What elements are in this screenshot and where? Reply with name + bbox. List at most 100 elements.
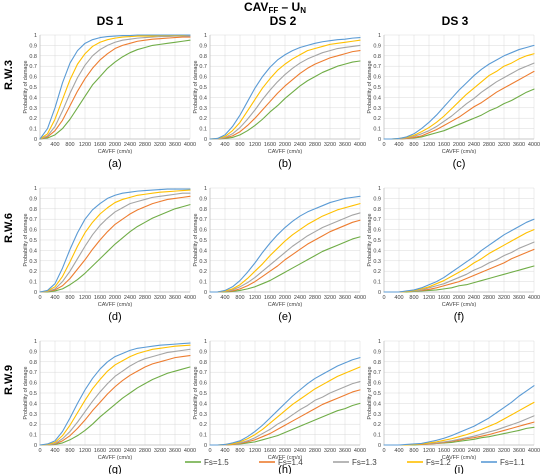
x-tick-label: 2000 <box>109 142 121 148</box>
y-tick-label: 0.5 <box>199 391 207 397</box>
y-tick-label: 1 <box>34 186 37 192</box>
panel-label: (a) <box>108 158 121 170</box>
x-tick-label: 0 <box>382 142 385 148</box>
x-tick-label: 2000 <box>453 448 465 454</box>
x-tick-label: 1200 <box>79 448 91 454</box>
series-line <box>39 192 191 293</box>
legend-label: Fs=1.4 <box>278 458 303 467</box>
x-tick-label: 1600 <box>438 295 450 301</box>
x-tick-label: 2000 <box>279 448 291 454</box>
series-line <box>209 366 361 446</box>
series-line <box>383 218 535 293</box>
x-tick-label: 3200 <box>154 295 166 301</box>
x-axis-label: CAVFF (cm/s) <box>442 149 477 155</box>
legend-label: Fs=1.3 <box>352 458 377 467</box>
y-tick-label: 0 <box>204 290 207 296</box>
y-tick-label: 1 <box>34 339 37 345</box>
y-tick-label: 0.2 <box>199 422 207 428</box>
x-tick-label: 1200 <box>423 142 435 148</box>
y-tick-label: 0.6 <box>29 228 37 234</box>
chart-grid: DS 1 DS 2 DS 3 R.W.3 R.W.6 R.W.9 0 0.1 0.2 0.3 0.4… <box>3 14 540 474</box>
x-tick-label: 400 <box>220 295 229 301</box>
x-tick-label: 400 <box>394 142 403 148</box>
x-axis-label: CAVFF (cm/s) <box>98 302 133 308</box>
x-tick-label: 3200 <box>498 295 510 301</box>
series-line <box>209 37 361 140</box>
y-tick-label: 0 <box>378 290 381 296</box>
x-tick-label: 1600 <box>438 448 450 454</box>
series-line <box>39 342 191 446</box>
y-axis-label: Probability of damage <box>367 60 373 113</box>
x-tick-label: 2400 <box>294 448 306 454</box>
x-tick-label: 4000 <box>354 295 366 301</box>
y-axis-label: Probability of damage <box>367 213 373 266</box>
y-tick-label: 0.9 <box>29 349 37 355</box>
series-line <box>39 189 191 293</box>
y-tick-label: 0.7 <box>373 370 381 376</box>
y-tick-label: 0.3 <box>199 106 207 112</box>
x-tick-label: 0 <box>38 295 41 301</box>
y-tick-label: 0.7 <box>29 64 37 70</box>
x-tick-label: 0 <box>208 295 211 301</box>
x-tick-label: 0 <box>382 448 385 454</box>
y-tick-label: 0.7 <box>199 370 207 376</box>
x-tick-label: 2000 <box>279 142 291 148</box>
x-tick-label: 0 <box>38 142 41 148</box>
x-tick-label: 3600 <box>169 142 181 148</box>
y-tick-label: 0.1 <box>29 127 37 133</box>
chart-panel: 0 0.1 0.2 0.3 0.4 0.5 0.6 0.7 0.8 0.9 1 0 400 800 1200… <box>23 186 196 323</box>
x-tick-label: 2400 <box>468 448 480 454</box>
x-axis-label: CAVFF (cm/s) <box>98 149 133 155</box>
series-line <box>209 60 361 140</box>
series-line <box>383 385 535 446</box>
x-tick-label: 4000 <box>184 448 196 454</box>
x-tick-label: 1200 <box>249 295 261 301</box>
y-tick-label: 0.8 <box>29 54 37 60</box>
y-tick-label: 0.6 <box>373 75 381 81</box>
x-tick-label: 3600 <box>339 448 351 454</box>
y-tick-label: 0.2 <box>373 116 381 122</box>
y-tick-label: 0.5 <box>373 85 381 91</box>
chart-panel: 0 0.1 0.2 0.3 0.4 0.5 0.6 0.7 0.8 0.9 1 0 400 800 1200… <box>367 339 540 474</box>
x-tick-label: 800 <box>65 295 74 301</box>
legend-label: Fs=1.1 <box>500 458 525 467</box>
row-title: R.W.9 <box>3 365 15 395</box>
x-tick-label: 2000 <box>109 448 121 454</box>
x-tick-label: 4000 <box>528 448 540 454</box>
x-tick-label: 3200 <box>324 142 336 148</box>
series-line <box>39 348 191 446</box>
x-tick-label: 1200 <box>79 142 91 148</box>
y-tick-label: 0.2 <box>373 422 381 428</box>
y-tick-label: 0.5 <box>199 238 207 244</box>
x-tick-label: 1200 <box>423 448 435 454</box>
x-tick-label: 4000 <box>184 142 196 148</box>
chart-panel: 0 0.1 0.2 0.3 0.4 0.5 0.6 0.7 0.8 0.9 1 0 400 800 1200… <box>193 339 366 474</box>
series-line <box>383 70 535 140</box>
x-tick-label: 3600 <box>169 448 181 454</box>
y-tick-label: 0.3 <box>29 412 37 418</box>
y-tick-label: 0.5 <box>373 238 381 244</box>
x-tick-label: 3200 <box>498 448 510 454</box>
y-tick-label: 0.5 <box>29 391 37 397</box>
x-tick-label: 4000 <box>354 142 366 148</box>
y-tick-label: 0.2 <box>29 269 37 275</box>
x-tick-label: 3200 <box>154 448 166 454</box>
y-tick-label: 0.6 <box>199 75 207 81</box>
y-tick-label: 0.1 <box>373 127 381 133</box>
series-line <box>209 212 361 293</box>
y-tick-label: 0.8 <box>373 360 381 366</box>
y-tick-label: 0.1 <box>199 433 207 439</box>
x-tick-label: 2800 <box>483 448 495 454</box>
chart-panel: 0 0.1 0.2 0.3 0.4 0.5 0.6 0.7 0.8 0.9 1 0 400 800 1200… <box>367 33 540 170</box>
x-tick-label: 1600 <box>438 142 450 148</box>
series-line <box>209 203 361 293</box>
x-tick-label: 800 <box>409 295 418 301</box>
y-tick-label: 0.2 <box>373 269 381 275</box>
x-tick-label: 1200 <box>249 142 261 148</box>
panel-label: (h) <box>278 464 291 474</box>
x-tick-label: 400 <box>220 448 229 454</box>
y-tick-label: 0.8 <box>373 207 381 213</box>
y-tick-label: 0 <box>34 290 37 296</box>
y-tick-label: 0.2 <box>29 116 37 122</box>
x-tick-label: 800 <box>235 142 244 148</box>
